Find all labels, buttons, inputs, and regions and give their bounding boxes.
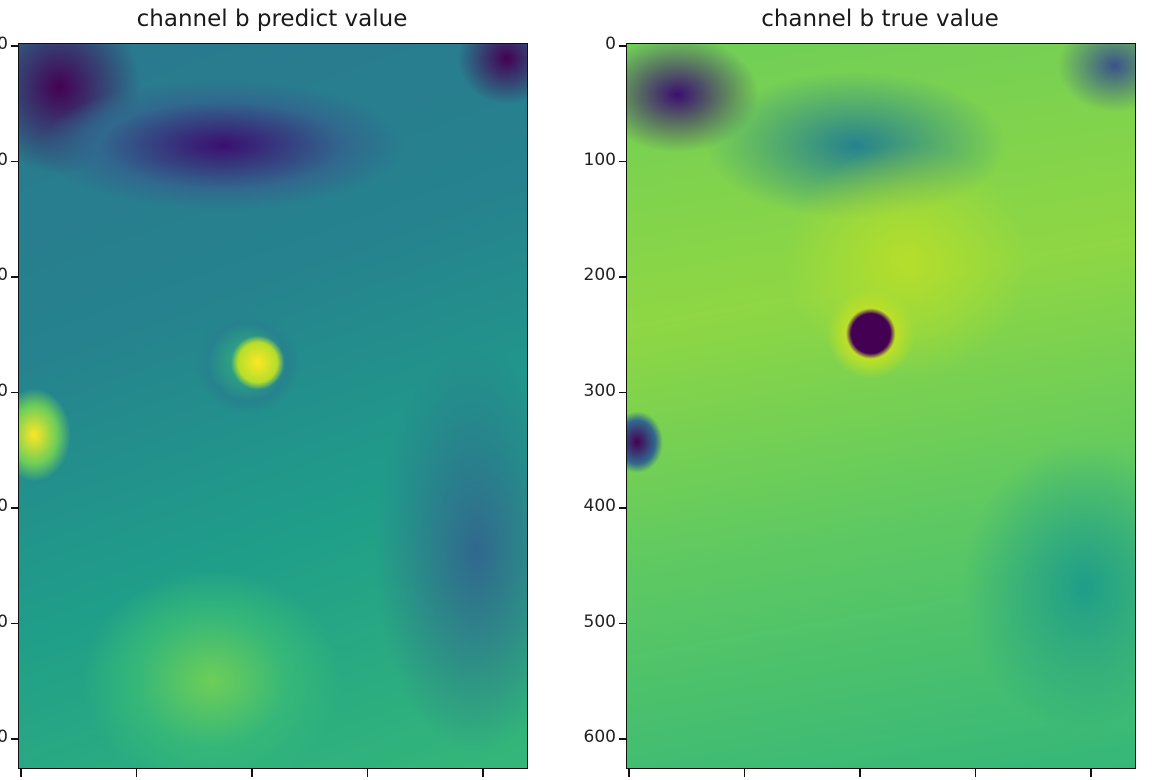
predict-y-tick-label-1: 0 xyxy=(0,149,8,170)
predict-y-tick-6 xyxy=(11,738,18,740)
predict-x-tick-0 xyxy=(20,769,22,777)
predict-y-tick-label-0: 0 xyxy=(0,34,8,54)
true-x-tick-0 xyxy=(628,769,630,777)
true-y-tick-3 xyxy=(619,391,626,393)
true-y-tick-label-4: 400 xyxy=(583,496,616,516)
true-y-tick-2 xyxy=(619,276,626,278)
predict-x-tick-1 xyxy=(135,769,137,777)
predict-x-tick-4 xyxy=(482,769,484,777)
true-x-tick-2 xyxy=(859,769,861,777)
true-y-tick-label-1: 100 xyxy=(583,149,616,170)
true-heatmap-image xyxy=(627,44,1135,768)
predict-y-tick-label-5: 0 xyxy=(0,611,8,632)
true-y-tick-0 xyxy=(619,45,626,47)
true-y-tick-4 xyxy=(619,507,626,509)
true-y-tick-label-2: 200 xyxy=(583,265,616,285)
predict-y-tick-label-6: 0 xyxy=(0,727,8,747)
true-y-tick-label-0: 0 xyxy=(605,34,616,54)
true-y-tick-label-5: 500 xyxy=(583,611,616,632)
predict-x-tick-2 xyxy=(251,769,253,777)
true-y-tick-label-6: 600 xyxy=(583,727,616,747)
predict-y-tick-5 xyxy=(11,622,18,624)
true-x-tick-4 xyxy=(1090,769,1092,777)
true-y-tick-1 xyxy=(619,160,626,162)
predict-heatmap-image xyxy=(19,44,527,768)
true-chart-title: channel b true value xyxy=(761,6,999,32)
true-x-tick-1 xyxy=(743,769,745,777)
predict-y-tick-label-3: 0 xyxy=(0,380,8,401)
predict-x-tick-3 xyxy=(366,769,368,777)
true-y-tick-5 xyxy=(619,622,626,624)
predict-y-tick-2 xyxy=(11,276,18,278)
true-heatmap-axes xyxy=(626,43,1136,769)
predict-y-tick-label-4: 0 xyxy=(0,496,8,516)
true-x-tick-3 xyxy=(974,769,976,777)
predict-y-tick-label-2: 0 xyxy=(0,265,8,285)
true-y-tick-label-3: 300 xyxy=(583,380,616,401)
predict-y-tick-1 xyxy=(11,160,18,162)
predict-y-tick-3 xyxy=(11,391,18,393)
predict-heatmap-axes xyxy=(18,43,528,769)
predict-y-tick-4 xyxy=(11,507,18,509)
predict-chart-title: channel b predict value xyxy=(136,6,408,32)
predict-y-tick-0 xyxy=(11,45,18,47)
true-y-tick-6 xyxy=(619,738,626,740)
